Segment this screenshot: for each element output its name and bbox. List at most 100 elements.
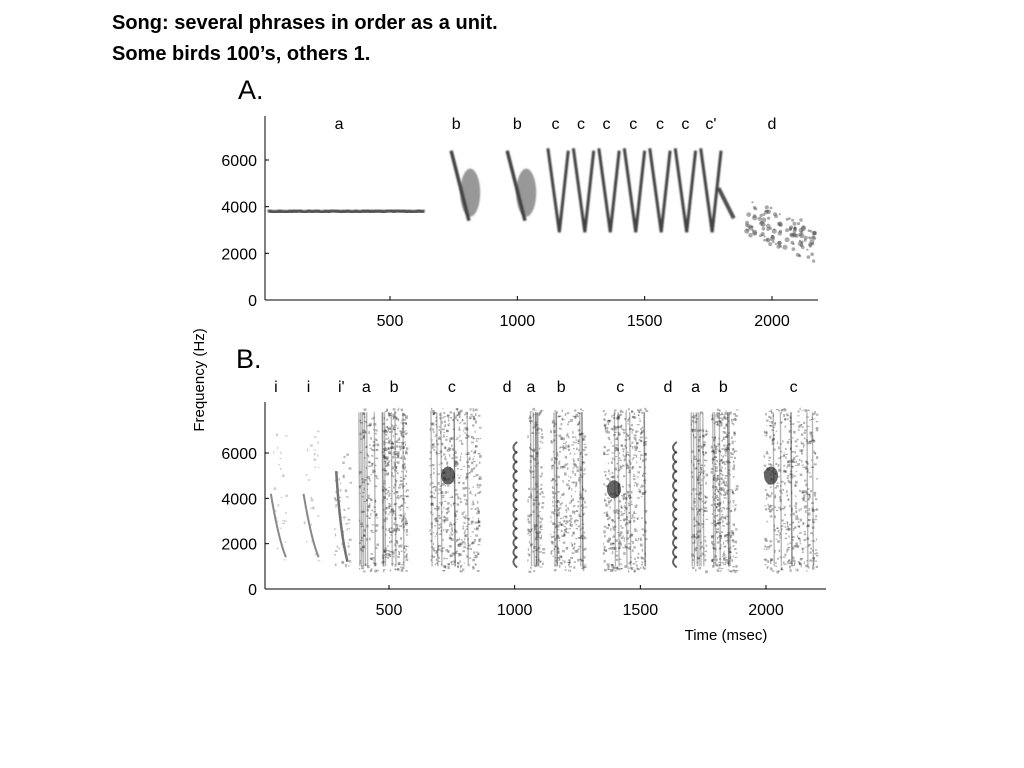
syllable-trace bbox=[804, 510, 807, 513]
syllable-trace bbox=[616, 417, 619, 420]
syllable-trace bbox=[607, 568, 609, 571]
syllable-trace bbox=[630, 533, 633, 537]
syllable-trace bbox=[629, 485, 631, 488]
syllable-trace bbox=[608, 439, 611, 441]
syllable-trace bbox=[633, 511, 635, 514]
syllable-trace bbox=[713, 498, 715, 502]
syllable-trace bbox=[727, 501, 731, 504]
syllable-trace bbox=[370, 474, 372, 476]
syllable-trace bbox=[764, 545, 766, 548]
syllable-trace bbox=[788, 430, 792, 433]
syllable-trace bbox=[458, 553, 461, 555]
syllable-trace bbox=[399, 430, 402, 433]
syllable-trace bbox=[812, 549, 814, 552]
syllable-trace bbox=[717, 509, 720, 511]
syllable-trace bbox=[361, 549, 364, 553]
syllable-trace bbox=[449, 440, 452, 443]
syllable-trace bbox=[453, 480, 456, 484]
syllable-trace bbox=[374, 438, 378, 441]
syllable-trace bbox=[704, 558, 707, 562]
syllable-trace bbox=[360, 438, 363, 440]
syllable-trace bbox=[571, 552, 575, 554]
syllable-trace bbox=[362, 480, 365, 484]
syllable-trace bbox=[403, 515, 406, 518]
syllable-trace bbox=[714, 456, 717, 459]
syllable-trace bbox=[472, 566, 475, 570]
syllable-trace bbox=[568, 485, 571, 488]
syllable-trace bbox=[717, 408, 720, 411]
syllable-trace bbox=[383, 431, 386, 434]
syllable-trace bbox=[718, 412, 721, 567]
syllable-trace bbox=[405, 422, 408, 425]
syllable-trace bbox=[606, 449, 609, 452]
syllable-trace bbox=[797, 241, 803, 247]
syllable-trace bbox=[711, 559, 714, 563]
y-tick-label: 0 bbox=[248, 293, 257, 310]
syllable-trace bbox=[276, 547, 279, 550]
syllable-trace bbox=[633, 516, 636, 519]
syllable-trace bbox=[530, 421, 532, 424]
syllable-trace bbox=[535, 413, 538, 416]
syllable-trace bbox=[716, 515, 718, 517]
syllable-trace bbox=[733, 413, 736, 416]
syllable-trace bbox=[731, 559, 734, 562]
syllable-trace bbox=[581, 475, 584, 478]
syllable-trace bbox=[631, 514, 634, 518]
syllable-trace bbox=[366, 499, 368, 502]
syllable-trace bbox=[723, 550, 725, 552]
syllable-trace bbox=[806, 255, 811, 259]
syllable-trace bbox=[612, 519, 614, 523]
syllable-trace bbox=[635, 437, 637, 439]
syllable-trace bbox=[766, 425, 768, 427]
syllable-trace bbox=[803, 506, 807, 509]
syllable-trace bbox=[724, 448, 728, 452]
syllable-trace bbox=[456, 519, 458, 520]
syllable-trace bbox=[465, 412, 468, 415]
syllable-trace bbox=[802, 498, 805, 501]
syllable-trace bbox=[721, 507, 724, 509]
syllable-trace bbox=[621, 428, 624, 431]
syllable-trace bbox=[692, 541, 696, 544]
syllable-trace bbox=[540, 436, 544, 439]
syllable-trace bbox=[367, 475, 370, 479]
syllable-trace bbox=[450, 437, 452, 440]
syllable-trace bbox=[362, 510, 365, 513]
syllable-trace bbox=[397, 461, 400, 465]
syllable-trace bbox=[473, 417, 476, 421]
syllable-trace bbox=[578, 477, 581, 479]
syllable-trace bbox=[473, 551, 476, 554]
syllable-trace bbox=[611, 415, 613, 418]
syllable-trace bbox=[277, 446, 279, 450]
syllable-trace bbox=[772, 240, 775, 244]
syllable-trace bbox=[793, 526, 797, 529]
syllable-trace bbox=[384, 428, 387, 432]
syllable-trace bbox=[571, 481, 574, 484]
syllable-trace bbox=[770, 486, 772, 488]
syllable-trace bbox=[584, 489, 587, 493]
syllable-trace bbox=[721, 473, 724, 477]
syllable-trace bbox=[345, 523, 348, 525]
syllable-trace bbox=[459, 409, 463, 413]
syllable-trace bbox=[404, 416, 407, 418]
syllable-trace bbox=[714, 466, 718, 469]
syllable-trace bbox=[812, 565, 814, 567]
syllable-trace bbox=[381, 556, 384, 560]
syllable-trace bbox=[803, 431, 806, 434]
syllable-trace bbox=[803, 522, 805, 525]
syllable-trace bbox=[382, 482, 386, 485]
syllable-trace bbox=[637, 430, 639, 433]
syllable-trace bbox=[392, 510, 394, 513]
syllable-trace bbox=[761, 226, 766, 231]
syllable-trace bbox=[603, 530, 606, 534]
syllable-trace bbox=[450, 554, 453, 557]
syllable-trace bbox=[372, 441, 376, 443]
syllable-trace bbox=[629, 497, 631, 499]
syllable-trace bbox=[402, 526, 404, 529]
syllable-trace bbox=[402, 451, 404, 454]
syllable-trace bbox=[726, 507, 728, 510]
syllable-trace bbox=[813, 540, 816, 542]
syllable-trace bbox=[808, 242, 813, 247]
syllable-trace bbox=[636, 556, 640, 559]
syllable-trace bbox=[626, 531, 629, 534]
syllable-trace bbox=[723, 489, 725, 492]
